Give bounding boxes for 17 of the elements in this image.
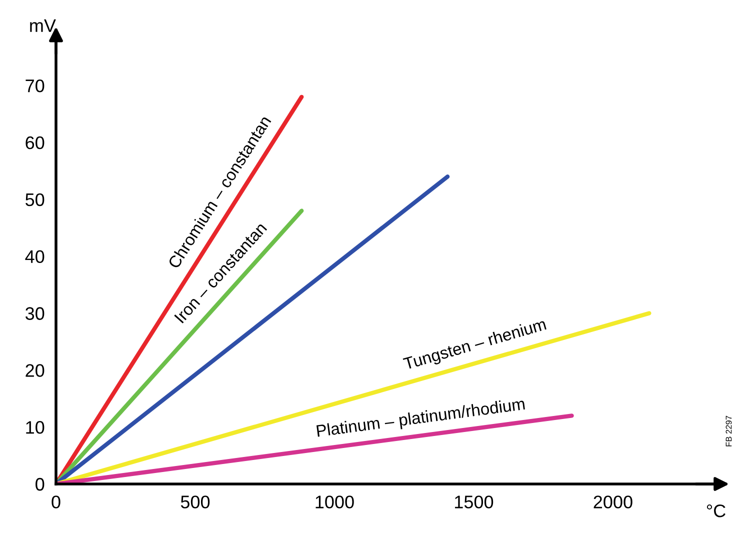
- x-tick-label: 500: [180, 496, 210, 508]
- y-tick-label: 50: [26, 193, 44, 206]
- y-tick-label: 10: [26, 421, 44, 434]
- x-tick-label: 2000: [594, 496, 632, 508]
- x-tick-label: 0: [52, 496, 60, 508]
- y-tick-label: 30: [25, 307, 44, 320]
- text: Tungsten – rhenium: [402, 318, 548, 374]
- x-axis-title: °C: [706, 504, 726, 518]
- y-tick-label: 0: [36, 478, 44, 491]
- y-tick-label: 40: [25, 250, 44, 264]
- text: FB 2297: [726, 416, 732, 446]
- x-tick-label: 1000: [316, 496, 354, 508]
- y-tick-label: 60: [26, 136, 44, 150]
- y-tick-label: 70: [26, 79, 44, 92]
- x-tick-label: 1500: [455, 496, 494, 508]
- y-tick-label: 20: [26, 364, 44, 377]
- y-axis-title: mV: [30, 19, 56, 32]
